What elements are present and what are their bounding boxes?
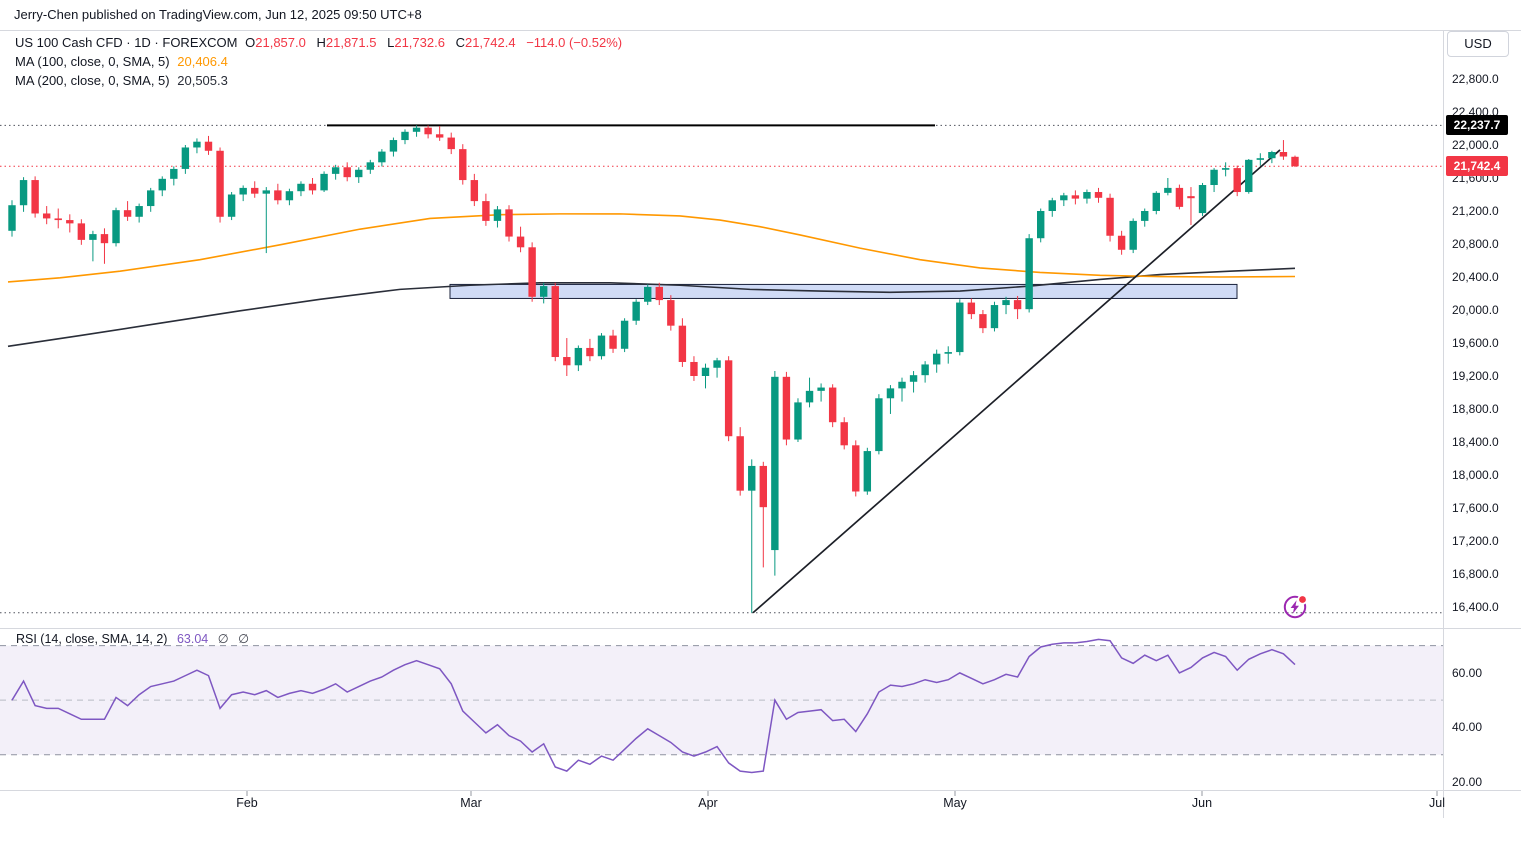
close-value: 21,742.4 <box>464 35 516 50</box>
high-label: H <box>316 35 326 50</box>
ma100-value: 20,406.4 <box>177 54 228 69</box>
rsi-empty-value-1: ∅ <box>217 632 229 646</box>
price-axis-label: 17,600.0 <box>1452 501 1499 515</box>
time-axis-label-mar[interactable]: Mar <box>460 796 482 810</box>
publish-header: Jerry-Chen published on TradingView.com,… <box>0 0 1521 30</box>
ma-200-line[interactable] <box>7 267 1296 348</box>
rsi-axis-label: 40.00 <box>1452 720 1483 735</box>
ma200-label: MA (200, close, 0, SMA, 5) <box>15 73 170 88</box>
currency-toggle-button[interactable]: USD <box>1447 31 1509 57</box>
symbol-legend-row[interactable]: US 100 Cash CFD · 1D · FOREXCOM O21,857.… <box>15 34 629 52</box>
open-value: 21,857.0 <box>255 35 306 50</box>
price-axis-label: 17,200.0 <box>1452 534 1499 548</box>
rsi-label: RSI (14, close, SMA, 14, 2) <box>16 632 168 646</box>
price-axis-label: 22,000.0 <box>1452 138 1499 152</box>
lightning-bolt-icon <box>1290 600 1299 614</box>
time-axis-label-feb[interactable]: Feb <box>236 796 258 810</box>
price-axis-label: 20,400.0 <box>1452 270 1499 284</box>
ma200-value: 20,505.3 <box>177 73 228 88</box>
price-axis-label: 16,400.0 <box>1452 600 1499 614</box>
flash-notification-icon[interactable] <box>1281 593 1309 621</box>
price-axis-label: 18,400.0 <box>1452 435 1499 449</box>
time-axis-label-may[interactable]: May <box>943 796 967 810</box>
price-axis-label: 18,800.0 <box>1452 402 1499 416</box>
notification-dot-icon <box>1299 596 1306 603</box>
flash-circle-icon <box>1283 595 1307 619</box>
rsi-legend[interactable]: RSI (14, close, SMA, 14, 2) 63.04 ∅ ∅ <box>16 631 255 646</box>
rsi-value: 63.04 <box>176 632 209 646</box>
time-axis-label-jul[interactable]: Jul <box>1429 796 1445 810</box>
time-axis-label-apr[interactable]: Apr <box>698 796 718 810</box>
candlestick-series[interactable] <box>8 125 1299 613</box>
price-axis-label: 20,800.0 <box>1452 237 1499 251</box>
chart-legend: US 100 Cash CFD · 1D · FOREXCOM O21,857.… <box>15 34 629 91</box>
time-axis-ticks <box>246 791 1438 796</box>
price-badge: 22,237.7 <box>1446 115 1508 136</box>
close-label: C <box>455 35 465 50</box>
symbol-title[interactable]: US 100 Cash CFD · 1D · FOREXCOM <box>15 35 238 50</box>
price-axis-label: 19,600.0 <box>1452 336 1499 350</box>
time-axis-label-jun[interactable]: Jun <box>1191 796 1213 810</box>
price-axis-label: 20,000.0 <box>1452 303 1499 317</box>
publish-attribution-text: Jerry-Chen published on TradingView.com,… <box>14 7 422 22</box>
ma-100-line[interactable] <box>7 213 1296 283</box>
footer-bar: TradingView <box>0 818 1521 850</box>
price-axis-label: 21,200.0 <box>1452 204 1499 218</box>
time-axis-divider <box>0 790 1521 791</box>
rsi-pane[interactable] <box>0 638 1443 774</box>
ma100-legend-row[interactable]: MA (100, close, 0, SMA, 5) 20,406.4 <box>15 53 629 71</box>
high-value: 21,871.5 <box>325 35 377 50</box>
level-lines[interactable] <box>0 124 1443 614</box>
price-badge: 21,742.4 <box>1446 156 1508 177</box>
ma200-legend-row[interactable]: MA (200, close, 0, SMA, 5) 20,505.3 <box>15 72 629 90</box>
price-axis-divider[interactable] <box>1443 31 1444 818</box>
price-axis-label: 18,000.0 <box>1452 468 1499 482</box>
header-divider <box>0 30 1521 31</box>
rsi-axis-label: 20.00 <box>1452 775 1483 789</box>
low-label: L <box>387 35 395 50</box>
change-value: −114.0 (−0.52%) <box>526 35 623 50</box>
ma100-label: MA (100, close, 0, SMA, 5) <box>15 54 170 69</box>
ascending-trendline-drawing[interactable] <box>752 149 1281 614</box>
low-value: 21,732.6 <box>394 35 445 50</box>
price-axis-label: 22,800.0 <box>1452 72 1499 86</box>
open-label: O <box>245 35 256 50</box>
rsi-empty-value-2: ∅ <box>238 632 249 646</box>
price-axis-label: 16,800.0 <box>1452 567 1499 581</box>
price-axis-label: 19,200.0 <box>1452 369 1499 383</box>
rsi-axis-label: 60.00 <box>1452 665 1483 680</box>
pane-divider[interactable] <box>0 628 1521 629</box>
